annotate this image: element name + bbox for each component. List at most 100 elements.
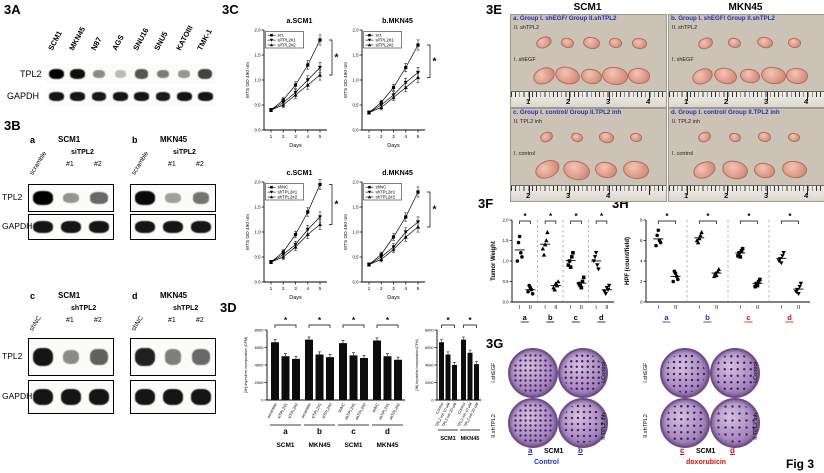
y-tick-label: 2000 [255,380,265,385]
marker-triangle-down [305,78,310,82]
y-tick-label: 6000 [425,346,433,350]
marker-circle [519,251,523,255]
x-subgroup-label: I [595,305,596,311]
protein-band [63,192,79,204]
y-tick-label: 1.0 [255,78,262,83]
y-tick-label: 1.0 [503,259,509,264]
sig-bracket [342,324,365,328]
cell-line-label: SCM1 [276,442,294,449]
group-letter: a [523,313,528,322]
legend-box [363,31,402,49]
subpanel-letter-d: d [132,291,138,301]
tumor-specimen [727,131,742,143]
column-letter: d [730,446,735,455]
marker-triangle [367,262,371,267]
y-axis-label: MTS OD 490 nm [245,214,251,250]
bar [305,339,313,400]
marker-triangle [269,195,274,199]
x-subgroup-label: II [715,305,718,311]
lane-label-MKN45: MKN45 [67,25,88,52]
y-tick-label: 1.5 [353,53,360,58]
column-letter: a [528,446,533,455]
marker-triangle-down [367,190,372,194]
cell-name-b: MKN45 [160,135,188,144]
marker-square [580,279,585,284]
legend-entry: scr. [376,33,383,38]
bar [292,358,300,400]
marker-circle [516,240,521,245]
cell-line-label: MKN45 [376,442,398,449]
western-blot-3B-b-GAPDH [130,214,216,240]
cell-name-d: MKN45 [160,291,188,300]
bar [452,365,457,400]
ruler-number: 4 [804,191,809,200]
group-label: siTPL2 [71,149,94,156]
colony-dots [563,353,603,393]
marker-triangle [391,247,396,252]
y-tick-label: 0.0 [353,280,360,285]
group-letter: d [599,313,604,322]
y-tick-label: 0.0 [255,280,262,285]
protein-band [70,92,86,101]
protein-band [90,348,108,366]
marker-triangle [698,233,703,238]
protein-band [112,92,128,101]
marker-square [739,248,744,253]
tumor-specimen [530,64,557,88]
tumor-specimen [627,66,652,86]
marker-circle [515,259,520,263]
group-letter: a [283,427,288,436]
y-tick-label: 8000 [425,329,433,333]
tumor-specimen [780,159,808,181]
protein-band [192,192,210,204]
marker-square [404,215,408,219]
marker-square [738,255,743,259]
protein-band [90,192,108,204]
photo-row-label: I. shEGF [672,57,694,63]
tumor-specimen [752,160,777,180]
marker-triangle [305,83,310,87]
tumor-photo-panel-d: d. Group I. control/ Group II.TPL2 inh II… [668,108,824,202]
sig-asterisk: * [788,212,792,221]
lane-number: #1 [168,317,176,324]
x-tick-label: 1 [368,134,371,140]
tumor-specimen [689,65,715,87]
group-label: shTPL2 [71,305,97,312]
column-letter: c [680,446,685,455]
photo-row-label: I. control [514,151,536,157]
column-header-scm1: SCM1 [573,2,602,13]
protein-band [33,347,53,367]
marker-triangle-down [796,292,801,297]
sig-bracket [698,220,717,224]
sig-asterisk: * [352,316,356,325]
chart-title: b.MKN45 [382,16,413,25]
colony-well [660,348,710,398]
marker-square [293,232,298,237]
protein-band [191,388,211,406]
bar [445,354,451,400]
x-subgroup-label: I [519,305,520,311]
sig-asterisk: * [600,212,604,221]
protein-band [61,220,81,234]
protein-band [33,220,53,234]
marker-triangle [367,43,372,47]
tumor-specimen [738,66,761,86]
tumor-specimen [539,130,555,144]
y-tick-label: 4 [640,259,643,264]
cell-name-a: SCM1 [58,135,81,144]
marker-triangle-down [781,251,786,256]
group-label: siTPL2 [173,149,196,156]
marker-triangle [367,110,371,115]
tumor-specimen [786,36,802,49]
tumor-specimen [553,64,582,88]
tumor-photo-panel-c: c. Group I. control/ Group II.TPL2 inh II… [510,108,667,202]
y-tick-label: 1.5 [255,205,262,210]
marker-triangle-down [779,261,784,266]
sig-asterisk: * [335,53,339,64]
y-tick-label: 1.0 [353,230,360,235]
western-blot-3B-c-GAPDH [28,380,114,414]
protein-band [61,388,81,406]
lane-label-KATOIII: KATOIII [173,24,195,52]
